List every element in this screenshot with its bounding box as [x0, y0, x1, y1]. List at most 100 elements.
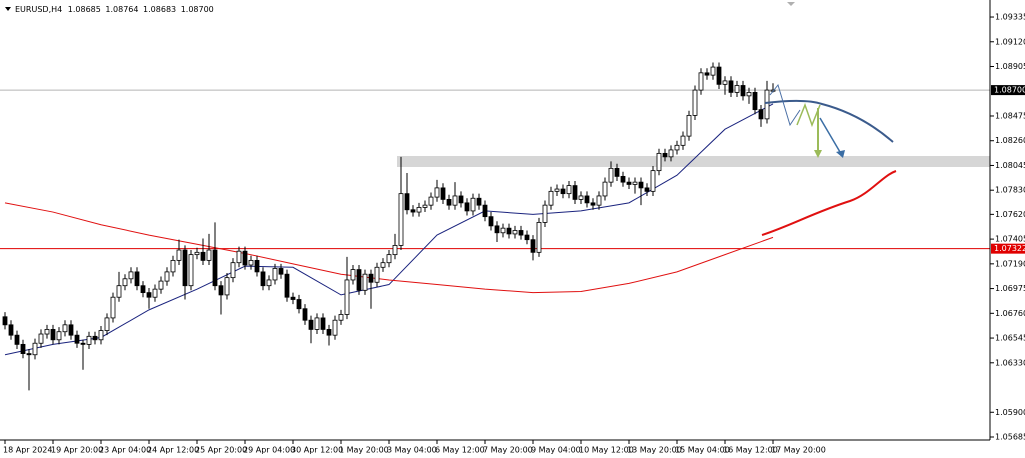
- candle-body: [338, 314, 344, 321]
- candle-body: [56, 331, 62, 341]
- candle-body: [446, 199, 452, 206]
- candle-body: [734, 85, 740, 93]
- candle-body: [8, 324, 14, 336]
- candle-body: [62, 324, 68, 333]
- y-tick-label: 1.06330: [995, 358, 1025, 367]
- candle-body: [344, 279, 350, 315]
- y-tick-label: 1.05900: [995, 408, 1025, 417]
- candle-body: [692, 89, 698, 116]
- quote-low: 1.08683: [143, 5, 176, 14]
- candle-body: [680, 135, 686, 146]
- candle-body: [134, 271, 140, 287]
- candle-body: [356, 269, 362, 291]
- x-tick-label: 15 May 04:00: [675, 446, 730, 455]
- candle-body: [74, 334, 80, 344]
- candle-body: [14, 334, 20, 345]
- symbol-header: EURUSD,H4 1.08685 1.08764 1.08683 1.0870…: [15, 5, 214, 14]
- candle-body: [104, 317, 110, 331]
- candle-body: [398, 193, 404, 246]
- candle-body: [38, 333, 44, 344]
- moving-average: [4, 103, 774, 356]
- x-tick-label: 17 May 20:00: [771, 446, 826, 455]
- candle-body: [686, 115, 692, 137]
- candle-body: [260, 271, 266, 287]
- candle-body: [236, 250, 242, 264]
- candle-body: [278, 268, 284, 275]
- candle-body: [332, 319, 338, 336]
- candle-body: [650, 170, 656, 192]
- y-tick-label: 1.08905: [995, 62, 1025, 71]
- x-tick-label: 9 May 04:00: [531, 446, 581, 455]
- candle-body: [110, 296, 116, 319]
- y-tick-label: 1.05685: [995, 433, 1025, 442]
- candle-body: [20, 343, 26, 354]
- price-label: 1.07322: [994, 244, 1025, 253]
- x-tick-label: 29 Apr 04:00: [243, 446, 295, 455]
- x-tick-label: 30 Apr 12:00: [291, 446, 343, 455]
- candle-body: [242, 250, 248, 266]
- plot-area: [0, 62, 990, 391]
- candle-body: [272, 268, 278, 281]
- price-label-bg: [991, 85, 1025, 96]
- candle-body: [266, 279, 272, 287]
- x-tick-label: 25 Apr 20:00: [195, 446, 247, 455]
- quote-open: 1.08685: [68, 5, 101, 14]
- candle-body: [200, 251, 206, 261]
- candle-body: [746, 91, 752, 97]
- candle-body: [368, 273, 374, 283]
- candle-body: [404, 193, 410, 211]
- candle-body: [524, 234, 530, 241]
- candle-body: [320, 317, 326, 330]
- price-label-bg: [991, 243, 1025, 254]
- candle-body: [596, 195, 602, 206]
- shift-marker: [787, 2, 795, 6]
- candle-body: [98, 330, 104, 341]
- x-tick-label: 3 May 04:00: [387, 446, 437, 455]
- candle-body: [716, 66, 722, 85]
- candle-body: [140, 285, 146, 294]
- candle-body: [164, 271, 170, 282]
- zone: [397, 156, 990, 167]
- drawing-line: [769, 83, 801, 127]
- candle-body: [386, 254, 392, 264]
- price-label: 1.08700: [994, 86, 1025, 95]
- y-tick-label: 1.07830: [995, 186, 1025, 195]
- candle-body: [434, 187, 440, 198]
- x-tick-label: 13 May 20:00: [627, 446, 682, 455]
- candle-body: [536, 222, 542, 253]
- y-tick-label: 1.08045: [995, 161, 1025, 170]
- candle-body: [416, 207, 422, 213]
- candle-body: [440, 187, 446, 200]
- candle-body: [128, 271, 134, 280]
- candle-body: [764, 89, 770, 120]
- candle-body: [464, 202, 470, 212]
- candle-body: [632, 181, 638, 185]
- candle-body: [116, 285, 122, 298]
- candle-body: [26, 353, 32, 356]
- candle-body: [482, 204, 488, 218]
- candle-body: [554, 188, 560, 192]
- x-tick-label: 23 Apr 04:00: [99, 446, 151, 455]
- candle-body: [506, 227, 512, 235]
- candle-body: [452, 195, 458, 206]
- candle-body: [728, 80, 734, 93]
- candle-body: [50, 329, 56, 341]
- y-tick-label: 1.07405: [995, 235, 1025, 244]
- x-tick-label: 18 Apr 2024: [3, 446, 52, 455]
- menu-triangle: [5, 7, 11, 11]
- candle-body: [758, 109, 764, 120]
- candle-body: [722, 80, 728, 85]
- y-tick-label: 1.07620: [995, 210, 1025, 219]
- candle-body: [560, 188, 566, 195]
- candle-body: [494, 225, 500, 234]
- candle-body: [656, 152, 662, 172]
- candle-body: [410, 209, 416, 213]
- candle-body: [518, 230, 524, 236]
- candle-body: [32, 342, 38, 356]
- candle-body: [644, 187, 650, 192]
- candle-body: [68, 324, 74, 336]
- x-tick-label: 10 May 12:00: [579, 446, 634, 455]
- candle-body: [608, 167, 614, 183]
- candle-body: [158, 280, 164, 290]
- candle-body: [212, 249, 218, 287]
